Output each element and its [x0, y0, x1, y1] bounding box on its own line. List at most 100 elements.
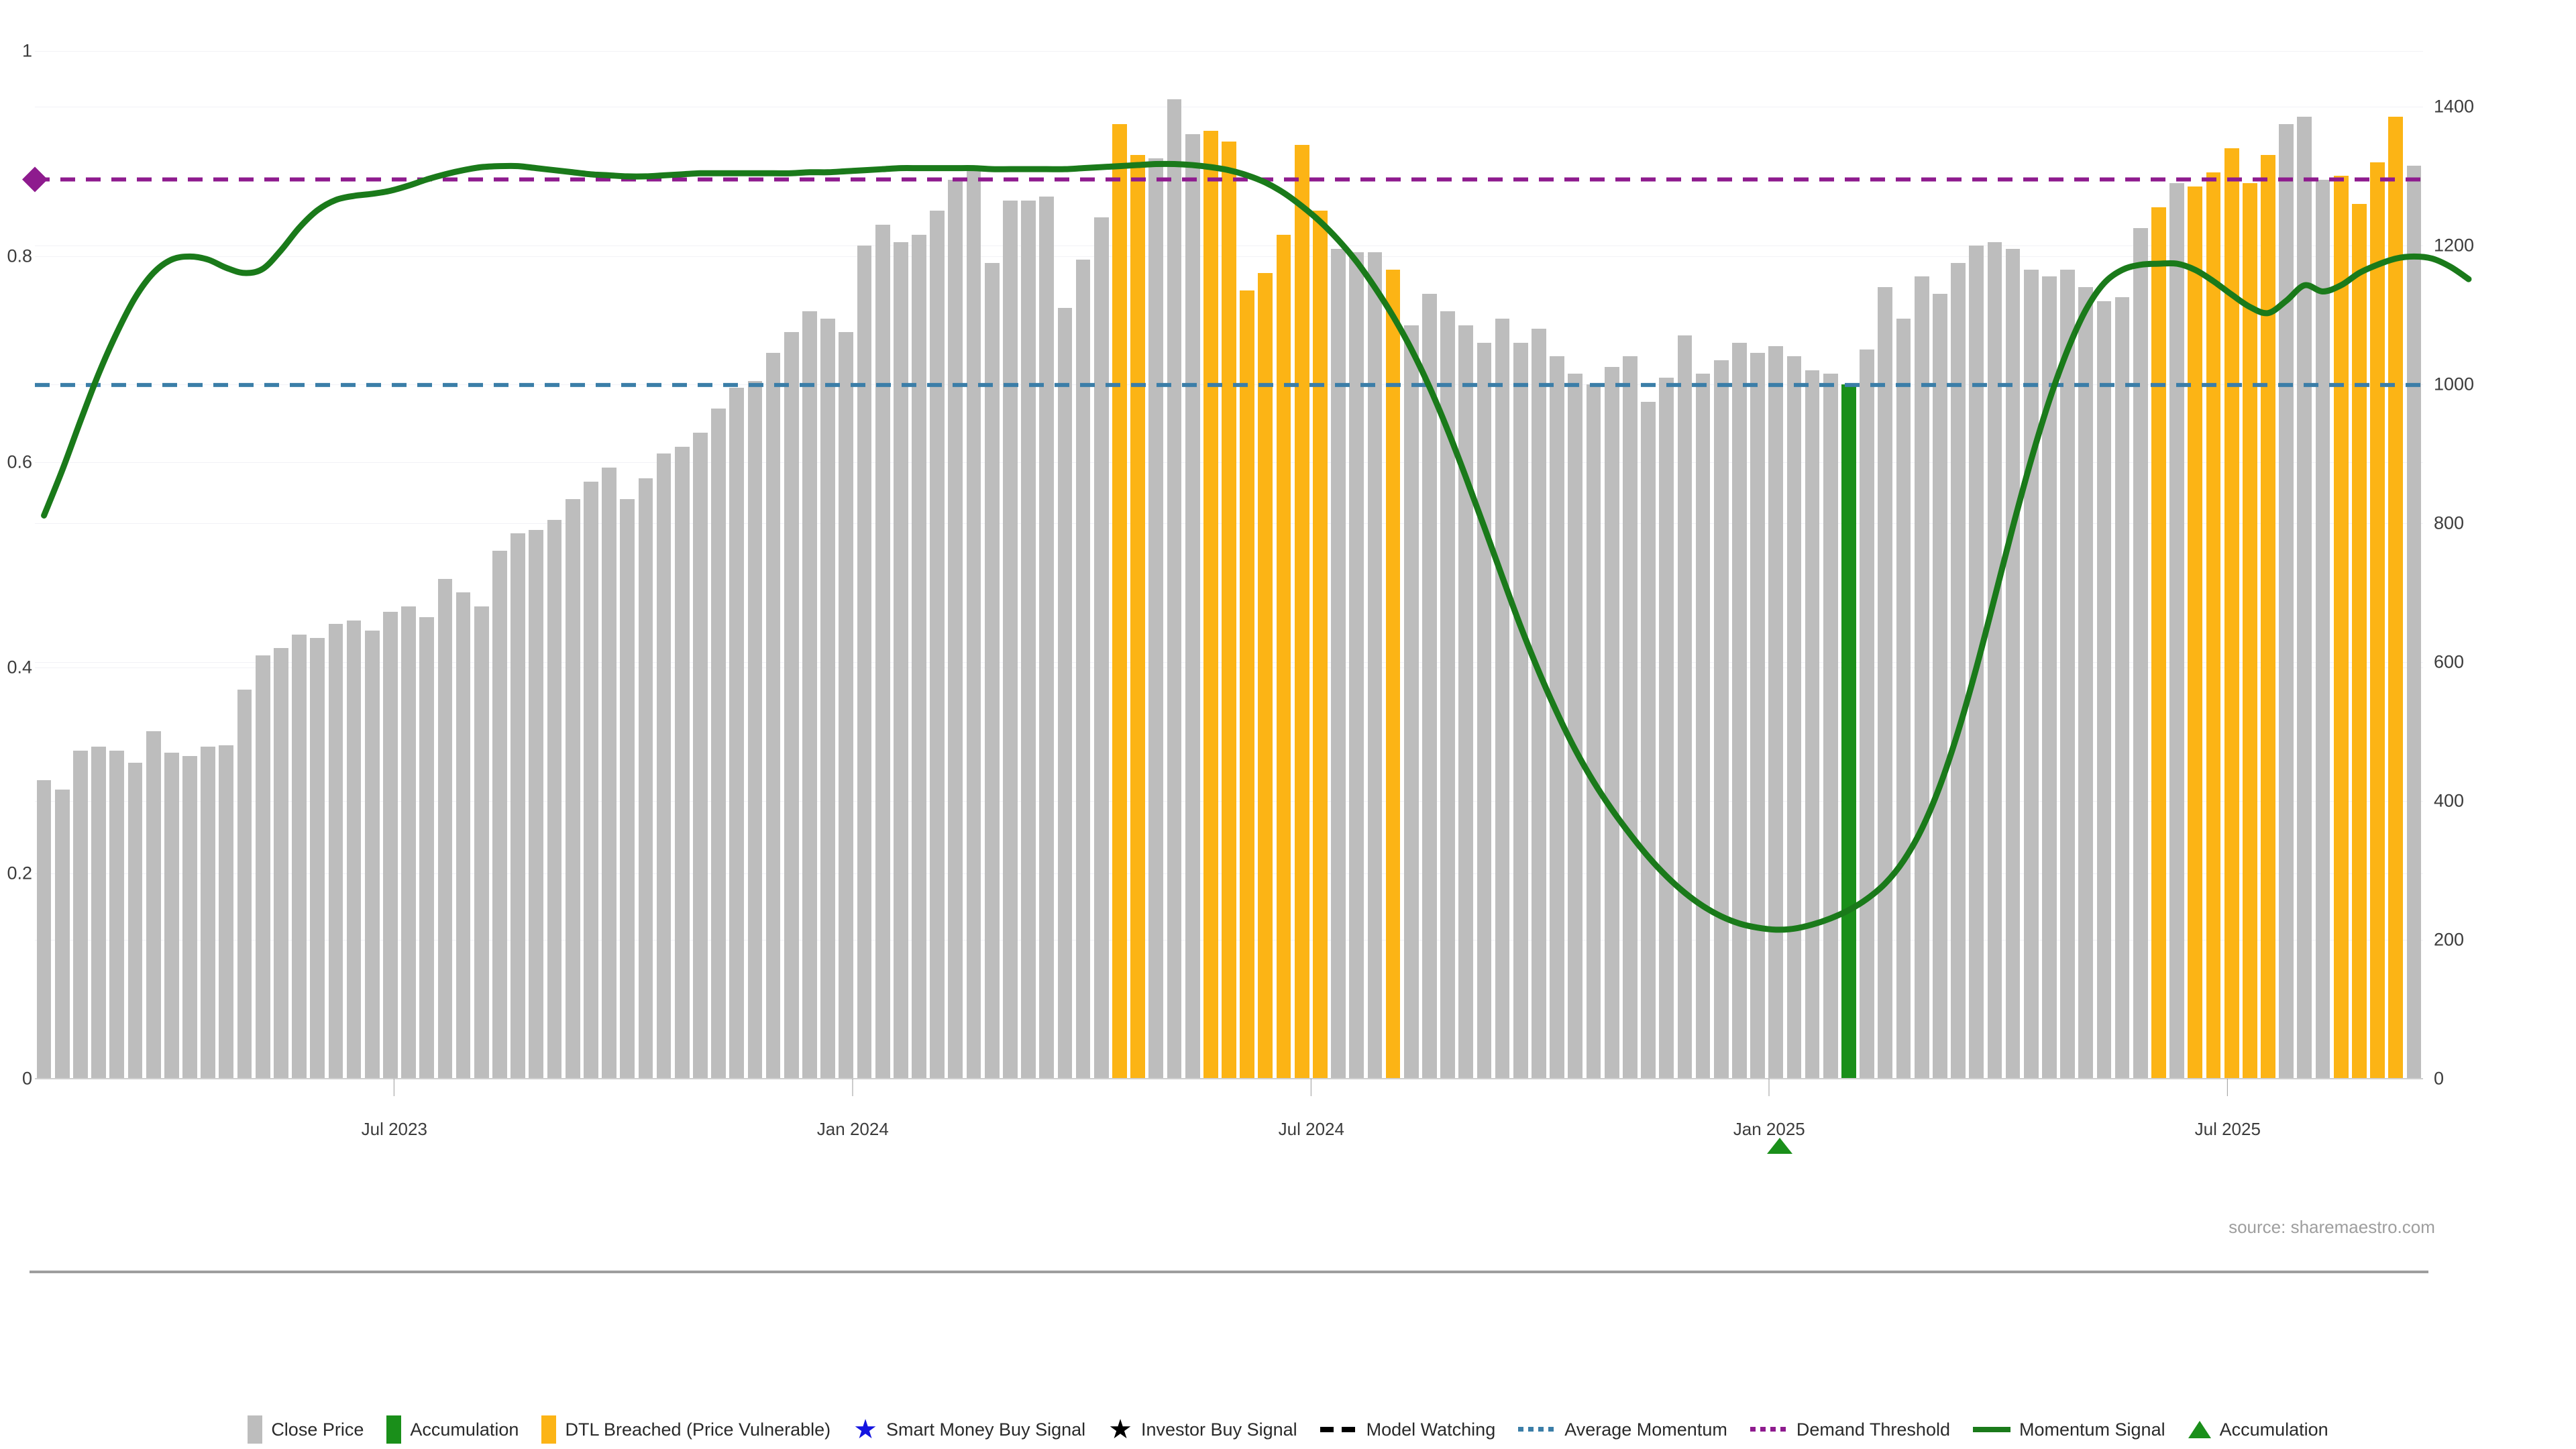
bar-close-price: [1659, 377, 1674, 1079]
bar-close-price: [2169, 182, 2184, 1079]
bar-close-price: [109, 751, 125, 1079]
x-axis-tick-label: Jul 2025: [2194, 1119, 2261, 1139]
bar-close-price: [1823, 374, 1838, 1079]
bar-close-price: [1987, 241, 2002, 1079]
bar-close-price: [1622, 356, 1638, 1079]
legend-item-model-watching[interactable]: Model Watching: [1320, 1419, 1496, 1440]
bar-dtl-breached: [2333, 176, 2349, 1079]
right-axis-tick-label: 600: [2434, 651, 2465, 672]
right-axis-tick-label: 400: [2434, 790, 2465, 811]
x-axis-tick: Jul 2025: [2195, 1079, 2261, 1140]
bar-dtl-breached: [1222, 141, 1236, 1079]
bar-close-price: [893, 241, 908, 1079]
bar-close-price: [1532, 329, 1546, 1079]
legend-item-investor-buy-signal[interactable]: ★ Investor Buy Signal: [1108, 1416, 1297, 1443]
bar-dtl-breached: [2151, 207, 2166, 1079]
momentum-signal-line: [41, 160, 2472, 933]
left-axis-tick-label: 1: [21, 40, 32, 61]
bar-close-price: [36, 780, 52, 1079]
bar-close-price: [1732, 342, 1747, 1079]
bar-close-price: [164, 752, 179, 1079]
legend-label: Close Price: [271, 1419, 364, 1440]
x-axis-ticks: Jul 2023 Jan 2024 Jul 2024 Jan 2025 Jul 2025: [35, 1079, 2423, 1199]
legend-item-smart-money-buy-signal[interactable]: ★ Smart Money Buy Signal: [853, 1416, 1085, 1443]
legend-label: DTL Breached (Price Vulnerable): [565, 1419, 831, 1440]
bar-close-price: [1075, 259, 1091, 1079]
bar-close-price: [255, 655, 270, 1079]
bar-close-price: [54, 790, 70, 1079]
left-axis-tick-label: 0.4: [7, 657, 32, 678]
accumulation-triangle-marker: [1766, 1138, 1792, 1154]
bar-close-price: [1805, 370, 1820, 1079]
bar-close-price: [711, 409, 726, 1079]
bar-dtl-breached: [2370, 162, 2385, 1079]
x-axis-tick: Jul 2024: [1279, 1079, 1344, 1140]
legend-label: Smart Money Buy Signal: [886, 1419, 1086, 1440]
square-swatch-icon: [541, 1415, 557, 1444]
bar-close-price: [1951, 262, 1966, 1079]
bar-close-price: [1021, 200, 1036, 1079]
bar-series-close-price: [35, 51, 2423, 1079]
bar-close-price: [620, 498, 635, 1079]
bar-close-price: [912, 235, 926, 1079]
bar-dtl-breached: [2188, 186, 2203, 1079]
legend-label: Model Watching: [1366, 1419, 1496, 1440]
right-axis-tick-label: 0: [2434, 1068, 2445, 1089]
legend-label: Investor Buy Signal: [1141, 1419, 1297, 1440]
legend-item-accumulation[interactable]: Accumulation: [2188, 1419, 2328, 1440]
bar-close-price: [1932, 294, 1947, 1079]
line-swatch: [1972, 1427, 2010, 1432]
x-axis-tick-label: Jul 2024: [1278, 1119, 1344, 1139]
bar-close-price: [127, 763, 143, 1079]
below-axis-markers: [35, 1079, 2423, 1253]
legend-item-momentum-signal[interactable]: Momentum Signal: [1972, 1419, 2165, 1440]
bar-close-price: [1750, 353, 1765, 1079]
legend-item-dtl-breached-price-vulnerable[interactable]: DTL Breached (Price Vulnerable): [541, 1415, 830, 1444]
bar-close-price: [1039, 197, 1055, 1079]
bottom-divider: [30, 1271, 2428, 1273]
bar-close-price: [948, 179, 963, 1079]
bar-close-price: [2078, 286, 2094, 1079]
bar-close-price: [1167, 99, 1182, 1079]
bar-close-price: [547, 519, 562, 1079]
legend-label: Demand Threshold: [1796, 1419, 1950, 1440]
legend-label: Momentum Signal: [2019, 1419, 2165, 1440]
chart-legend: Close Price Accumulation DTL Breached (Pri…: [0, 1415, 2576, 1444]
legend-item-average-momentum[interactable]: Average Momentum: [1518, 1419, 1727, 1440]
bar-close-price: [328, 624, 343, 1079]
bar-close-price: [638, 478, 653, 1079]
legend-item-demand-threshold[interactable]: Demand Threshold: [1750, 1419, 1950, 1440]
x-axis-tick-mark: [1768, 1079, 1770, 1096]
legend-item-close-price[interactable]: Close Price: [248, 1415, 364, 1444]
left-axis-tick-label: 0.6: [7, 451, 32, 472]
bar-close-price: [274, 648, 288, 1079]
bar-close-price: [1914, 276, 1929, 1079]
plot-area: [22, 51, 2472, 1079]
bar-close-price: [1458, 325, 1474, 1079]
bar-close-price: [2114, 297, 2130, 1079]
bar-close-price: [820, 318, 835, 1079]
bar-close-price: [1513, 342, 1528, 1079]
bar-close-price: [474, 606, 489, 1079]
x-axis-tick: Jan 2024: [817, 1079, 889, 1140]
bar-close-price: [1713, 360, 1729, 1079]
bar-dtl-breached: [1294, 144, 1309, 1079]
bar-close-price: [857, 245, 872, 1079]
bar-close-price: [2315, 179, 2330, 1079]
right-axis-tick-label: 200: [2434, 929, 2465, 950]
right-axis-tick-label: 1000: [2434, 374, 2475, 394]
bar-close-price: [73, 751, 88, 1079]
bar-dtl-breached: [1112, 123, 1127, 1079]
bar-dtl-breached: [1258, 273, 1273, 1079]
bar-close-price: [1093, 217, 1109, 1079]
bar-close-price: [219, 745, 234, 1079]
bar-dtl-breached: [1276, 235, 1291, 1079]
bar-close-price: [1896, 318, 1911, 1079]
left-axis-tick-label: 0.2: [7, 863, 32, 883]
bar-dtl-breached: [2206, 172, 2221, 1079]
bar-close-price: [1003, 200, 1018, 1079]
bar-close-price: [310, 637, 325, 1079]
bar-close-price: [2005, 249, 2021, 1079]
right-axis-tick-label: 1200: [2434, 235, 2475, 256]
legend-item-accumulation[interactable]: Accumulation: [386, 1415, 519, 1444]
